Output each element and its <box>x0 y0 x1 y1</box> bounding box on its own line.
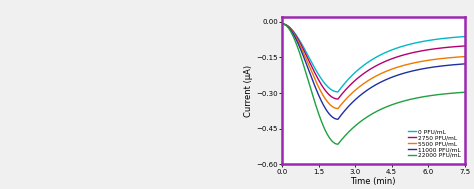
22000 PFU/mL <box>401 100 407 102</box>
11000 PFU/mL <box>401 72 407 74</box>
2750 PFU/mL <box>417 50 423 52</box>
2750 PFU/mL <box>279 23 285 25</box>
2750 PFU/mL <box>335 98 341 100</box>
5500 PFU/mL <box>401 64 407 66</box>
11000 PFU/mL <box>311 84 317 86</box>
5500 PFU/mL <box>335 107 341 110</box>
Line: 5500 PFU/mL: 5500 PFU/mL <box>282 24 465 108</box>
2750 PFU/mL <box>362 72 368 74</box>
0 PFU/mL <box>462 35 467 38</box>
11000 PFU/mL <box>362 91 368 93</box>
0 PFU/mL <box>401 45 407 47</box>
11000 PFU/mL <box>462 63 467 65</box>
5500 PFU/mL <box>362 82 368 84</box>
11000 PFU/mL <box>417 68 423 70</box>
22000 PFU/mL <box>362 117 368 120</box>
22000 PFU/mL <box>279 23 285 25</box>
5500 PFU/mL <box>311 77 317 79</box>
0 PFU/mL <box>362 63 368 66</box>
11000 PFU/mL <box>335 118 341 120</box>
5500 PFU/mL <box>462 55 467 58</box>
22000 PFU/mL <box>387 104 393 107</box>
2750 PFU/mL <box>311 71 317 73</box>
22000 PFU/mL <box>311 99 317 102</box>
0 PFU/mL <box>417 41 423 43</box>
Line: 0 PFU/mL: 0 PFU/mL <box>282 24 465 92</box>
2750 PFU/mL <box>401 54 407 56</box>
Legend: 0 PFU/mL, 2750 PFU/mL, 5500 PFU/mL, 11000 PFU/mL, 22000 PFU/mL: 0 PFU/mL, 2750 PFU/mL, 5500 PFU/mL, 1100… <box>408 129 462 159</box>
2750 PFU/mL <box>326 93 332 96</box>
0 PFU/mL <box>311 66 317 68</box>
0 PFU/mL <box>387 50 393 52</box>
5500 PFU/mL <box>387 69 393 71</box>
0 PFU/mL <box>335 91 341 93</box>
11000 PFU/mL <box>387 77 393 79</box>
11000 PFU/mL <box>326 112 332 115</box>
Line: 22000 PFU/mL: 22000 PFU/mL <box>282 24 465 144</box>
Line: 11000 PFU/mL: 11000 PFU/mL <box>282 24 465 119</box>
0 PFU/mL <box>326 87 332 89</box>
5500 PFU/mL <box>279 23 285 25</box>
22000 PFU/mL <box>462 91 467 93</box>
X-axis label: Time (min): Time (min) <box>351 177 396 186</box>
5500 PFU/mL <box>417 61 423 63</box>
0 PFU/mL <box>279 23 285 25</box>
22000 PFU/mL <box>326 136 332 138</box>
22000 PFU/mL <box>417 96 423 98</box>
11000 PFU/mL <box>279 23 285 25</box>
Y-axis label: Current (μA): Current (μA) <box>245 65 254 117</box>
Line: 2750 PFU/mL: 2750 PFU/mL <box>282 24 465 99</box>
2750 PFU/mL <box>462 45 467 47</box>
5500 PFU/mL <box>326 102 332 105</box>
22000 PFU/mL <box>335 143 341 145</box>
2750 PFU/mL <box>387 58 393 61</box>
